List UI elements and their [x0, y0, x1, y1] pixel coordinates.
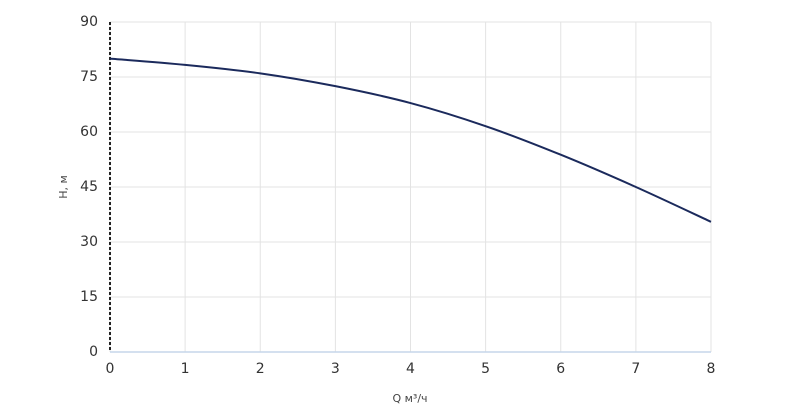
y-tick-label: 15: [80, 289, 98, 305]
x-tick-label: 0: [106, 361, 115, 377]
y-tick-label: 0: [89, 344, 98, 360]
x-tick-label: 7: [631, 361, 640, 377]
x-tick-label: 6: [556, 361, 565, 377]
y-tick-label: 90: [80, 14, 98, 30]
x-axis-title: Q м³/ч: [392, 392, 427, 405]
curve: [109, 57, 712, 223]
x-tick-label: 8: [707, 361, 716, 377]
x-tick-label: 5: [481, 361, 490, 377]
x-tick-label: 1: [181, 361, 190, 377]
x-tick-label: 3: [331, 361, 340, 377]
y-axis-title: H, м: [57, 175, 70, 199]
y-tick-label: 45: [80, 179, 98, 195]
y-tick-label: 75: [80, 69, 98, 85]
y-tick-label: 30: [80, 234, 98, 250]
x-tick-label: 4: [406, 361, 415, 377]
x-tick-label: 2: [256, 361, 265, 377]
y-tick-label: 60: [80, 124, 98, 140]
